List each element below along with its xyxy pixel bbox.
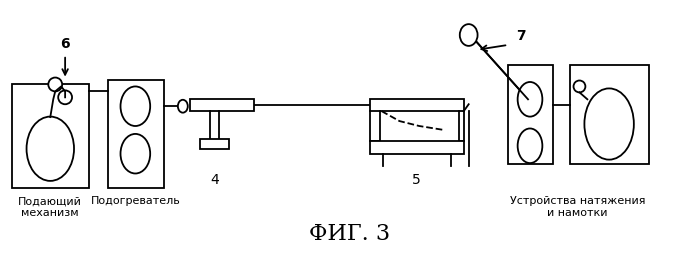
Bar xyxy=(508,66,553,164)
Circle shape xyxy=(574,81,585,93)
Ellipse shape xyxy=(121,87,150,126)
Bar xyxy=(190,100,254,112)
Ellipse shape xyxy=(460,25,477,47)
Ellipse shape xyxy=(26,117,74,181)
Ellipse shape xyxy=(121,134,150,174)
Ellipse shape xyxy=(518,129,542,164)
Ellipse shape xyxy=(584,89,634,160)
Text: 7: 7 xyxy=(516,29,526,43)
Text: Устройства натяжения
и намотки: Устройства натяжения и намотки xyxy=(510,196,645,217)
Bar xyxy=(12,85,89,188)
Ellipse shape xyxy=(178,100,187,113)
Text: 6: 6 xyxy=(61,37,70,51)
Bar xyxy=(107,80,164,188)
Ellipse shape xyxy=(518,83,542,117)
Text: Подающий
механизм: Подающий механизм xyxy=(18,196,82,217)
Bar xyxy=(370,141,464,154)
Circle shape xyxy=(58,91,72,105)
Text: Подогреватель: Подогреватель xyxy=(91,196,181,205)
Circle shape xyxy=(48,78,62,92)
Bar xyxy=(569,66,649,164)
Text: ФИГ. 3: ФИГ. 3 xyxy=(309,222,390,244)
Bar xyxy=(370,100,464,112)
Bar xyxy=(199,139,229,149)
Text: 5: 5 xyxy=(412,172,420,186)
Text: 4: 4 xyxy=(210,172,219,186)
